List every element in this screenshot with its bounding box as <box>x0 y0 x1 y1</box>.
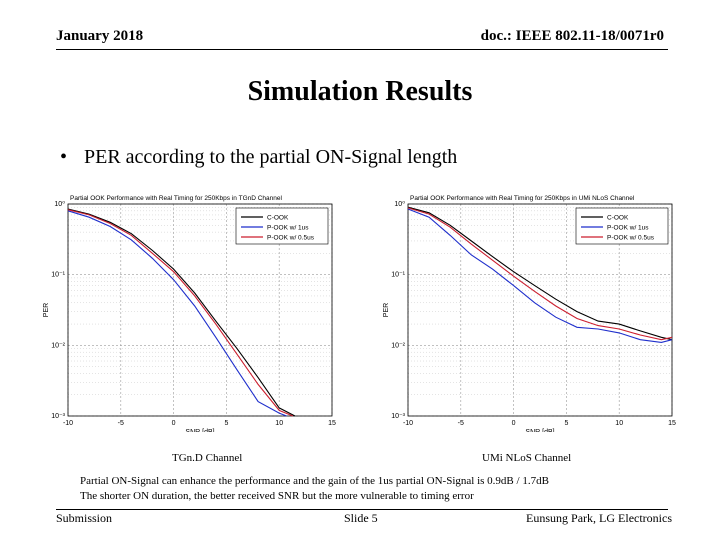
y-tick-label: 10⁰ <box>54 200 65 208</box>
caption-line-1: Partial ON-Signal can enhance the perfor… <box>80 475 549 487</box>
series-line-p-ook-w-1us <box>407 208 673 343</box>
y-tick-label: 10⁻³ <box>391 413 405 420</box>
x-tick-label: 0 <box>512 420 516 427</box>
footer-author: Eunsung Park, LG Electronics <box>526 511 672 525</box>
bullet-item: • PER according to the partial ON-Signal … <box>60 146 457 169</box>
plot-frame <box>67 203 333 417</box>
x-tick-label: 5 <box>564 420 568 427</box>
series-line-c-ook <box>67 208 296 417</box>
x-axis-label: SNR [dB] <box>525 429 554 432</box>
chart-caption-tgnd: TGn.D Channel <box>172 452 243 464</box>
x-tick-label: 0 <box>172 420 176 427</box>
results-caption: Partial ON-Signal can enhance the perfor… <box>80 474 549 504</box>
legend-entry: C-OOK <box>267 215 289 222</box>
y-tick-label: 10⁻² <box>391 342 405 349</box>
chart-title: Partial OOK Performance with Real Timing… <box>70 195 283 202</box>
header-doc-id: doc.: IEEE 802.11-18/0071r0 <box>480 28 664 44</box>
x-tick-label: -10 <box>403 420 413 427</box>
slide-title: Simulation Results <box>247 76 473 107</box>
legend-entry: P-OOK w/ 0.5us <box>607 235 655 242</box>
y-tick-label: 10⁻² <box>51 342 65 349</box>
caption-line-2: The shorter ON duration, the better rece… <box>80 490 474 502</box>
series-line-p-ook-w-0-5us <box>67 209 294 417</box>
legend-entry: P-OOK w/ 1us <box>267 225 309 232</box>
y-tick-label: 10⁻³ <box>51 413 65 420</box>
series-line-p-ook-w-0-5us <box>407 207 673 341</box>
x-tick-label: 10 <box>615 420 623 427</box>
x-tick-label: -5 <box>118 420 124 427</box>
header-divider <box>56 49 668 50</box>
legend-box <box>575 207 669 245</box>
x-tick-label: 15 <box>328 420 336 427</box>
x-tick-label: 15 <box>668 420 676 427</box>
header-date: January 2018 <box>56 28 144 44</box>
chart-title: Partial OOK Performance with Real Timing… <box>410 195 635 202</box>
y-axis-label: PER <box>383 303 390 317</box>
x-axis-label: SNR [dB] <box>185 429 214 432</box>
series-line-c-ook <box>407 206 673 341</box>
x-tick-label: -5 <box>458 420 464 427</box>
bullet-text: PER according to the partial ON-Signal l… <box>84 146 458 168</box>
legend-entry: P-OOK w/ 0.5us <box>267 235 315 242</box>
series-line-p-ook-w-1us <box>67 210 287 417</box>
footer-slide-number: Slide 5 <box>344 511 378 525</box>
bullet-marker: • <box>60 146 68 168</box>
y-axis-label: PER <box>43 303 50 317</box>
x-tick-label: 5 <box>224 420 228 427</box>
y-tick-label: 10⁻¹ <box>51 272 65 279</box>
x-tick-label: -10 <box>63 420 73 427</box>
x-tick-label: 10 <box>275 420 283 427</box>
y-tick-label: 10⁻¹ <box>391 272 405 279</box>
legend-entry: P-OOK w/ 1us <box>607 225 649 232</box>
plot-frame <box>407 203 673 417</box>
legend-entry: C-OOK <box>607 215 629 222</box>
chart-umi-nlos: -10 -5 0 5 10 15 10⁰ 10⁻¹ 10⁻² 10⁻³ Partial OOK Pe… <box>383 195 676 432</box>
y-tick-label: 10⁰ <box>394 200 405 208</box>
chart-tgnd: -10 -5 0 5 10 15 10⁰ 10⁻¹ 10⁻² 10⁻³ Partial OOK Pe… <box>43 195 336 432</box>
legend-box <box>235 207 329 245</box>
chart-caption-umi: UMi NLoS Channel <box>482 452 572 464</box>
footer-submission: Submission <box>56 511 113 525</box>
footer-divider <box>56 509 668 510</box>
